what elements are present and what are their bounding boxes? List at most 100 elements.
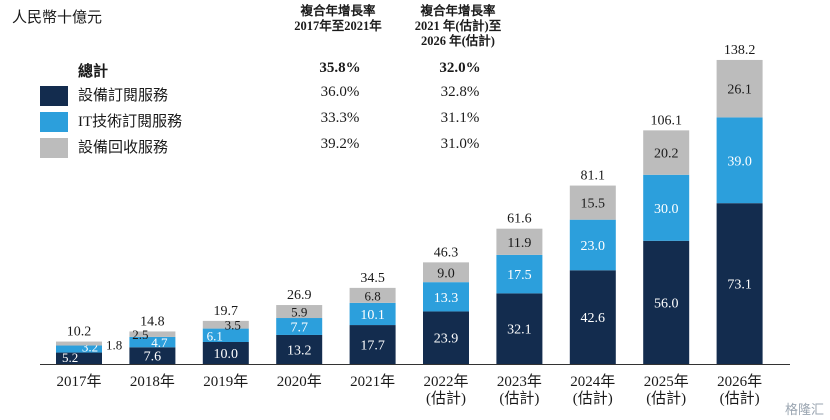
x-tick-label: (估計): [646, 390, 686, 407]
x-tick-label: 2026年: [717, 373, 762, 390]
bar-segment: [56, 352, 102, 364]
bar-segment: [202, 342, 249, 364]
bar-total-label: 81.1: [581, 169, 606, 184]
bar-total-label: 34.5: [360, 271, 385, 286]
bar-value-label: 6.8: [364, 288, 380, 303]
bar-value-label: 6.1: [207, 328, 223, 343]
bar-value-label: 23.9: [434, 332, 459, 347]
bar-segment: [643, 130, 690, 175]
legend-swatch: [40, 112, 68, 132]
cagr-value: 31.1%: [440, 110, 480, 126]
bar-segment: [202, 320, 249, 329]
legend-swatch: [40, 86, 68, 106]
x-tick-label: 2025年: [644, 373, 689, 390]
bar-value-label: 1.8: [106, 338, 122, 353]
bar-segment: [423, 311, 469, 364]
bar-segment: [496, 254, 543, 294]
bar-segment: [276, 305, 323, 319]
bar-segment: [496, 228, 543, 255]
x-tick-label: (估計): [426, 390, 466, 407]
bar-value-label: 5.2: [62, 350, 78, 365]
bar-total-label: 26.9: [287, 288, 312, 303]
bar-total-label: 19.7: [214, 304, 239, 319]
x-tick-label: 2020年: [277, 373, 322, 390]
bar-value-label: 42.6: [581, 311, 606, 326]
bar-value-label: 39.0: [727, 154, 752, 169]
bar-segment: [716, 59, 763, 118]
x-tick-label: 2024年: [570, 373, 615, 390]
x-tick-label: 2022年: [423, 373, 468, 390]
bar-value-label: 11.9: [507, 236, 531, 251]
unit-label: 人民幣十億元: [12, 10, 103, 26]
x-tick-label: 2019年: [203, 373, 248, 390]
legend-label: 總計: [78, 64, 109, 80]
bar-value-label: 30.0: [654, 202, 679, 217]
watermark: 格隆汇: [784, 403, 824, 418]
bar-segment: [423, 282, 469, 312]
legend-label: 設備回收服務: [78, 140, 169, 156]
bar-value-label: 17.5: [507, 268, 532, 283]
bar-segment: [202, 328, 249, 342]
bar-total-label: 61.6: [507, 212, 532, 227]
bar-segment: [56, 345, 102, 353]
bar-value-label: 17.7: [360, 339, 385, 354]
bar-segment: [276, 334, 323, 364]
bar-segment: [496, 293, 543, 364]
x-tick-label: 2023年: [497, 373, 542, 390]
x-tick-label: 2021年: [350, 373, 395, 390]
cagr-value: 32.8%: [440, 84, 480, 100]
bar-total-label: 106.1: [650, 113, 682, 128]
bar-value-label: 73.1: [727, 278, 752, 293]
x-tick-label: (估計): [720, 390, 760, 407]
bar-segment: [716, 203, 763, 364]
bar-value-label: 10.1: [360, 308, 385, 323]
bar-segment: [349, 287, 396, 303]
bar-segment: [716, 117, 763, 204]
cagr-value: 35.8%: [319, 60, 361, 76]
bar-value-label: 32.1: [507, 323, 532, 338]
legend-label: 設備訂閱服務: [78, 88, 169, 104]
x-tick-label: 2018年: [130, 373, 175, 390]
bar-value-label: 3.5: [225, 318, 241, 333]
bar-value-label: 13.3: [434, 291, 459, 306]
bar-segment: [569, 219, 616, 271]
cagr-header-2017-2021: 複合年增長率 2017年至2021年: [294, 4, 382, 33]
cagr-value: 39.2%: [320, 136, 360, 152]
bar-segment: [56, 341, 102, 346]
bar-total-label: 138.2: [724, 43, 756, 58]
bar-segment: [423, 262, 469, 283]
cagr-value: 31.0%: [440, 136, 480, 152]
bar-total-label: 10.2: [67, 325, 92, 340]
bar-segment: [569, 185, 616, 220]
bar-value-label: 7.7: [290, 320, 308, 335]
bar-value-label: 26.1: [727, 83, 752, 98]
bar-segment: [129, 336, 176, 348]
bar-value-label: 2.5: [132, 327, 148, 342]
bar-segment: [643, 174, 690, 241]
bar-value-label: 13.2: [287, 343, 312, 358]
x-tick-label: 2017年: [56, 373, 101, 390]
bar-total-label: 14.8: [140, 314, 165, 329]
bar-value-label: 9.0: [437, 266, 455, 281]
cagr-value: 32.0%: [439, 60, 481, 76]
bar-segment: [349, 302, 396, 326]
x-tick-label: (估計): [499, 390, 539, 407]
bar-segment: [129, 347, 176, 364]
cagr-header-2021-2026: 複合年增長率 2021 年(估計)至 2026 年(估計): [414, 4, 502, 48]
bar-segment: [569, 270, 616, 364]
bar-value-label: 7.6: [144, 350, 162, 365]
bar-segment: [276, 318, 323, 335]
bar-value-label: 20.2: [654, 147, 679, 162]
bar-segment: [129, 331, 176, 337]
legend-swatch: [40, 138, 68, 158]
bar-value-label: 5.9: [291, 305, 307, 320]
bar-segment: [643, 240, 690, 364]
bar-value-label: 56.0: [654, 296, 679, 311]
bar-value-label: 4.7: [151, 335, 168, 350]
bar-value-label: 10.0: [214, 347, 239, 362]
bar-total-label: 46.3: [434, 245, 459, 260]
x-tick-label: (估計): [573, 390, 613, 407]
legend-label: IT技術訂閱服務: [78, 114, 183, 130]
bar-value-label: 23.0: [581, 239, 606, 254]
